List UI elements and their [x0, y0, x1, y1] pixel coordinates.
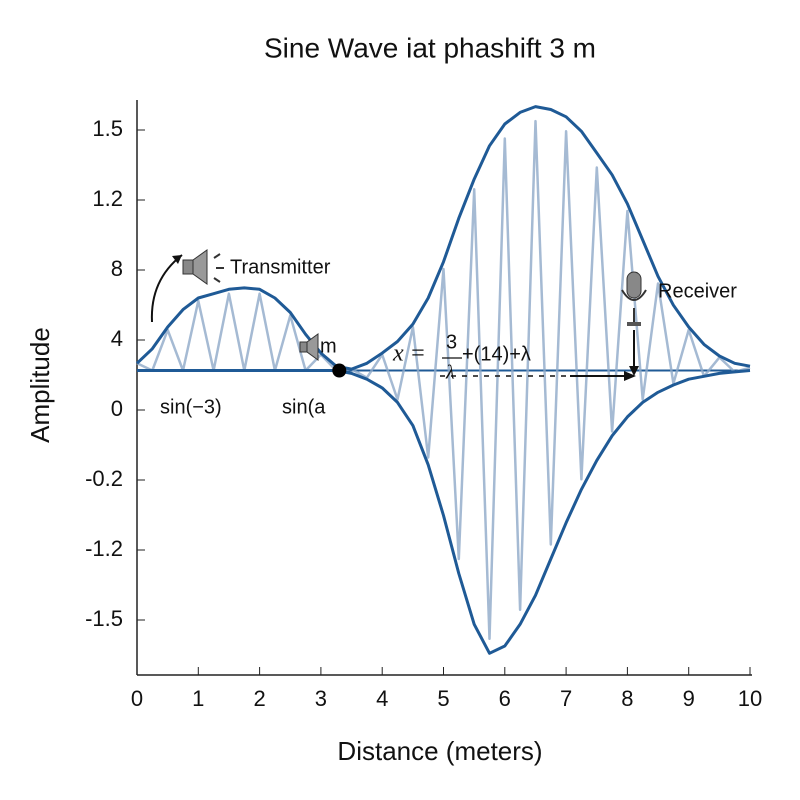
y-tick-label: 8	[111, 256, 123, 281]
x-tick-label: 6	[499, 686, 511, 711]
formula: x =	[392, 341, 426, 367]
x-tick-label: 7	[560, 686, 572, 711]
annotation: Receiver	[658, 280, 737, 302]
envelope-line	[135, 105, 751, 371]
receiver-icon	[621, 271, 647, 376]
annotation: m	[320, 335, 337, 357]
envelope-line	[137, 369, 751, 655]
y-tick-label: 1.5	[92, 116, 123, 141]
x-tick-label: 9	[683, 686, 695, 711]
chart-title: Sine Wave iat phashift 3 m	[264, 32, 596, 63]
y-axis-label: Amplitude	[25, 327, 55, 443]
transmitter-icon	[150, 249, 224, 323]
y-tick-label: -1.5	[85, 606, 123, 631]
formula: 3	[446, 331, 457, 353]
y-tick-label: -1.2	[85, 536, 123, 561]
speaker-icon	[299, 333, 319, 361]
x-tick-label: 1	[192, 686, 204, 711]
y-tick-label: 1.2	[92, 186, 123, 211]
y-tick-label: -0.2	[85, 466, 123, 491]
y-tick-label: 0	[111, 396, 123, 421]
y-tick-label: 4	[111, 326, 123, 351]
x-tick-label: 4	[376, 686, 388, 711]
formula: +(14)+λ	[462, 343, 531, 365]
formula: λ	[445, 362, 455, 384]
x-tick-label: 8	[621, 686, 633, 711]
arrow-head	[624, 371, 636, 381]
x-tick-label: 3	[315, 686, 327, 711]
wave-line	[136, 119, 751, 641]
annotation: sin(−3)	[160, 396, 222, 418]
x-tick-label: 2	[253, 686, 265, 711]
annotation: Transmitter	[230, 256, 331, 278]
x-axis-label: Distance (meters)	[337, 736, 542, 766]
x-tick-label: 0	[131, 686, 143, 711]
point-marker	[332, 363, 347, 378]
x-tick-label: 10	[738, 686, 762, 711]
annotation: sin(a	[282, 396, 326, 418]
x-tick-label: 5	[437, 686, 449, 711]
